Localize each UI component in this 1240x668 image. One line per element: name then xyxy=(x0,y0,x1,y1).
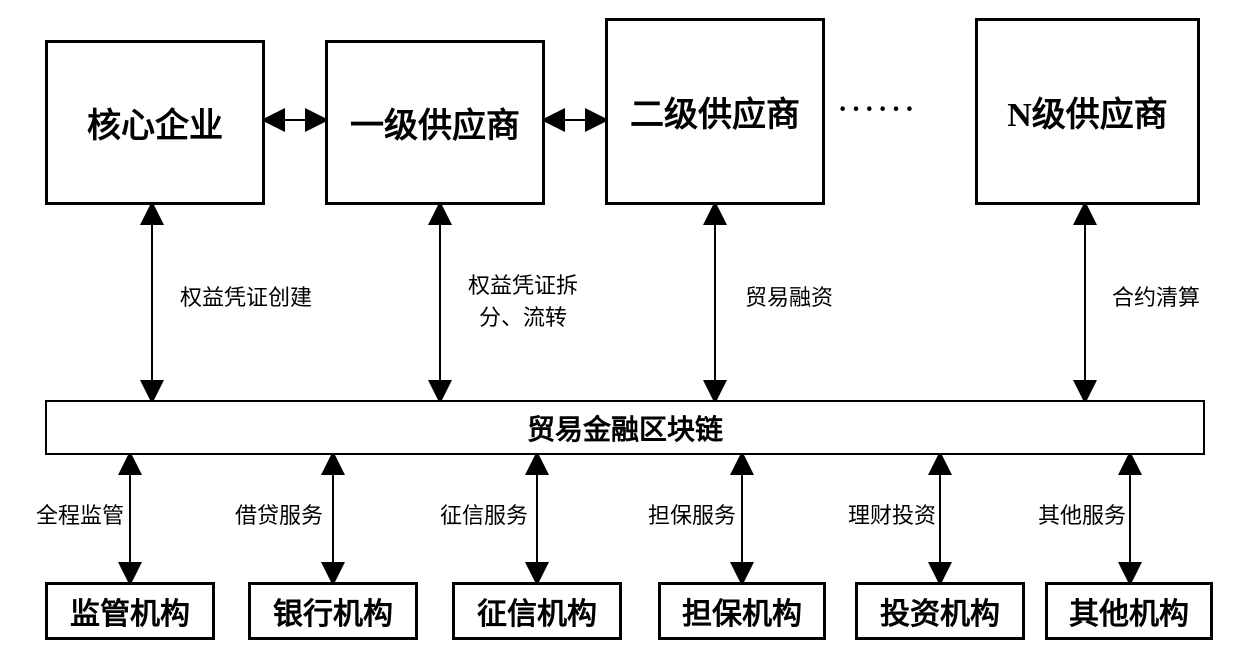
edge-label: 征信服务 xyxy=(440,498,528,530)
diagram-node: 核心企业 xyxy=(45,40,265,205)
diagram-node: 其他机构 xyxy=(1045,582,1213,640)
diagram-node: 二级供应商 xyxy=(605,18,825,205)
diagram-node: N级供应商 xyxy=(975,18,1200,205)
diagram-node: 担保机构 xyxy=(658,582,826,640)
diagram-node: 监管机构 xyxy=(45,582,215,640)
edge-label: 其他服务 xyxy=(1038,498,1126,530)
edge-label: 借贷服务 xyxy=(235,498,323,530)
edge-label: 权益凭证创建 xyxy=(180,280,312,312)
diagram-node: 一级供应商 xyxy=(325,40,545,205)
edge-label: 理财投资 xyxy=(848,498,936,530)
diagram-node: 贸易金融区块链 xyxy=(45,400,1205,455)
edge-label: 全程监管 xyxy=(36,498,124,530)
diagram-node: 征信机构 xyxy=(452,582,622,640)
diagram-node: 银行机构 xyxy=(248,582,418,640)
edge-label: 权益凭证拆 分、流转 xyxy=(468,268,578,332)
edge-label: 合约清算 xyxy=(1112,280,1200,312)
edge-label: 担保服务 xyxy=(648,498,736,530)
edge-label: 贸易融资 xyxy=(745,280,833,312)
ellipsis: ······ xyxy=(838,94,918,126)
diagram-node: 投资机构 xyxy=(855,582,1025,640)
